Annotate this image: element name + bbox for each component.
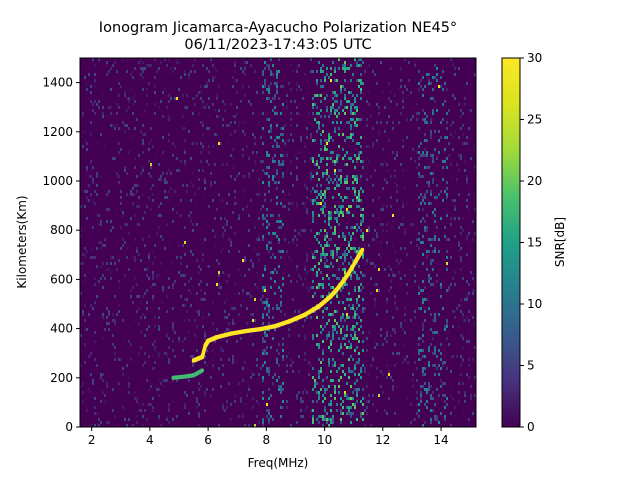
x-tick-label: 14 [433, 433, 448, 447]
colorbar-tick-label: 25 [527, 113, 542, 127]
echo-trace-point [316, 304, 321, 309]
x-tick-label: 6 [204, 433, 212, 447]
echo-trace-point [215, 335, 219, 340]
echo-trace-point [328, 294, 333, 299]
heatmap-area [80, 58, 476, 427]
x-tick-label: 12 [375, 433, 390, 447]
weak-trace-point [171, 376, 175, 380]
echo-trace-point [203, 344, 208, 348]
weak-trace-point [200, 368, 205, 373]
echo-trace-point [360, 248, 365, 252]
echo-trace-point [273, 324, 277, 328]
y-tick-label: 200 [50, 371, 73, 385]
colorbar-axis: 0 5 10 15 20 25 30 [520, 51, 542, 434]
colorbar-tick-label: 5 [527, 359, 535, 373]
y-tick-label: 600 [50, 272, 73, 286]
echo-trace-point [287, 319, 292, 324]
x-tick-label: 8 [263, 433, 271, 447]
echo-trace-point [229, 331, 234, 336]
plot-frame [79, 57, 477, 428]
x-tick-label: 2 [88, 433, 96, 447]
x-axis: 2 4 6 8 10 12 14 [88, 427, 449, 447]
weak-trace-point [183, 374, 187, 379]
chart-title-line1: Ionogram Jicamarca-Ayacucho Polarization… [99, 20, 457, 36]
echo-trace-point [337, 284, 341, 289]
colorbar-tick-label: 20 [527, 174, 542, 188]
chart-title-line2: 06/11/2023-17:43:05 UTC [184, 37, 371, 53]
weak-trace-point [191, 373, 196, 378]
y-axis: 0 200 400 600 800 1000 1200 1400 [42, 76, 80, 434]
x-tick-label: 10 [317, 433, 332, 447]
x-tick-label: 4 [146, 433, 154, 447]
colorbar-tick-label: 30 [527, 51, 542, 65]
echo-trace-point [200, 355, 205, 359]
echo-trace-point [302, 313, 307, 317]
echo-trace-point [206, 339, 210, 343]
colorbar-label: SNR[dB] [553, 217, 567, 267]
echo-trace-point [191, 358, 196, 363]
colorbar-tick-label: 0 [527, 420, 535, 434]
echo-trace-point [354, 257, 359, 262]
colorbar-tick-label: 15 [527, 236, 542, 250]
echo-trace-point [258, 327, 263, 331]
echo-trace-point [244, 329, 248, 333]
echo-trace-point [346, 272, 350, 277]
y-tick-label: 1000 [42, 174, 73, 188]
y-axis-label: Kilometers(Km) [15, 195, 29, 288]
colorbar [501, 57, 521, 428]
y-tick-label: 0 [65, 420, 73, 434]
x-axis-label: Freq(MHz) [248, 456, 309, 470]
y-tick-label: 1400 [42, 76, 73, 90]
y-tick-label: 400 [50, 322, 73, 336]
y-tick-label: 800 [50, 223, 73, 237]
colorbar-tick-label: 10 [527, 297, 542, 311]
y-tick-label: 1200 [42, 125, 73, 139]
